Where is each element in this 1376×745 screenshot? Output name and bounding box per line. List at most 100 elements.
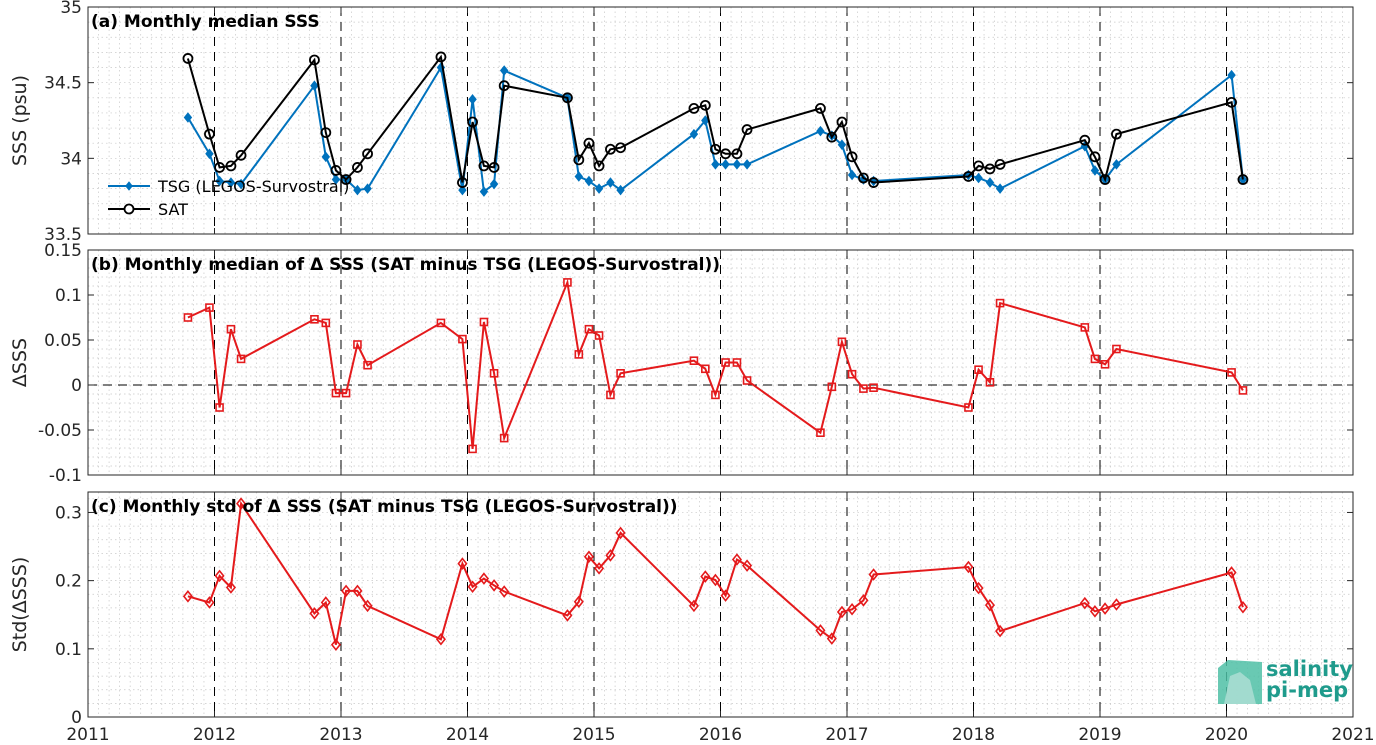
- data-point: [467, 116, 478, 128]
- data-point: [1111, 598, 1122, 611]
- legend-marker: [125, 181, 133, 191]
- data-point: [1226, 96, 1237, 108]
- data-point: [995, 183, 1005, 194]
- data-point: [836, 116, 848, 128]
- data-point: [964, 403, 973, 412]
- data-point: [498, 80, 510, 92]
- data-point: [574, 350, 584, 359]
- data-point: [815, 102, 826, 114]
- data-point: [215, 175, 224, 187]
- data-point: [436, 318, 446, 328]
- data-point: [984, 598, 995, 612]
- data-point: [341, 388, 351, 398]
- data-point: [827, 382, 837, 392]
- panel-title: (c) Monthly std of Δ SSS (SAT minus TSG …: [91, 497, 678, 517]
- data-point: [836, 605, 847, 619]
- data-point: [711, 159, 720, 170]
- y-axis-label: Std(ΔSSS): [9, 557, 31, 653]
- data-point: [1100, 602, 1111, 615]
- data-point: [489, 178, 499, 190]
- y-tick-label: 0.15: [44, 241, 82, 261]
- data-point: [688, 599, 699, 613]
- data-point: [615, 142, 626, 154]
- data-point: [583, 550, 594, 564]
- series-line: [187, 500, 1244, 645]
- data-point: [741, 124, 753, 135]
- data-point: [478, 160, 490, 172]
- data-point: [689, 128, 699, 140]
- data-point: [869, 383, 878, 393]
- data-point: [816, 428, 825, 438]
- data-point: [353, 184, 362, 196]
- data-point: [321, 318, 331, 328]
- data-point: [309, 607, 320, 620]
- data-point: [868, 568, 879, 581]
- data-point: [606, 390, 615, 400]
- data-point: [331, 388, 341, 398]
- data-point: [593, 160, 605, 172]
- data-point: [310, 80, 319, 91]
- panel-1: 33.5 34 34.5 35 SSS (psu) (a) Monthly median …: [9, 0, 1354, 245]
- data-point: [1112, 344, 1121, 354]
- data-point: [320, 127, 332, 139]
- data-point: [699, 99, 711, 111]
- data-point: [182, 53, 194, 64]
- data-point: [847, 169, 857, 181]
- data-point: [499, 585, 510, 598]
- data-point: [330, 165, 342, 176]
- data-point: [489, 579, 500, 592]
- series-2: [182, 51, 1249, 188]
- data-point: [562, 609, 573, 622]
- data-point: [457, 177, 468, 188]
- data-point: [215, 403, 224, 412]
- data-point: [435, 632, 446, 646]
- data-point: [584, 175, 594, 187]
- x-tick-label: 2019: [1078, 725, 1121, 745]
- data-point: [605, 549, 616, 562]
- data-point: [1226, 566, 1237, 579]
- data-point: [479, 317, 489, 327]
- data-point: [616, 368, 625, 378]
- data-point: [563, 278, 572, 287]
- data-point: [1237, 600, 1248, 614]
- x-tick-label: 2015: [572, 725, 615, 745]
- data-point: [183, 313, 193, 322]
- data-point: [995, 624, 1006, 638]
- data-point: [236, 497, 247, 510]
- data-point: [994, 158, 1006, 170]
- data-point: [331, 174, 341, 185]
- data-point: [205, 148, 214, 160]
- data-point: [330, 638, 341, 652]
- logo-line2: pi-mep: [1266, 678, 1348, 702]
- data-point: [720, 148, 731, 160]
- data-point: [858, 594, 869, 607]
- data-point: [583, 137, 595, 149]
- data-point: [721, 358, 730, 367]
- y-axis-label: SSS (psu): [9, 75, 31, 166]
- data-point: [468, 94, 477, 105]
- panel-3: 0 0.1 0.2 0.3 2011 2012 2013 2014 2015 2016 2017 20…: [9, 491, 1375, 745]
- data-point: [594, 562, 605, 575]
- data-point: [815, 624, 826, 637]
- data-point: [363, 360, 372, 370]
- data-point: [353, 340, 362, 349]
- x-tick-label: 2018: [952, 725, 995, 745]
- data-point: [688, 102, 700, 114]
- data-point: [1227, 69, 1236, 81]
- data-point: [457, 557, 468, 570]
- grid-lines: [88, 249, 1353, 476]
- x-tick-label: 2012: [193, 725, 236, 745]
- data-point: [573, 154, 585, 166]
- data-point: [1111, 128, 1122, 140]
- data-point: [615, 526, 626, 540]
- y-tick-label: 35: [60, 0, 82, 18]
- data-point: [488, 162, 500, 173]
- data-point: [605, 143, 616, 155]
- data-point: [742, 559, 753, 572]
- data-point: [710, 573, 721, 587]
- data-point: [826, 632, 837, 645]
- data-point: [742, 159, 752, 170]
- x-tick-label: 2021: [1331, 725, 1374, 745]
- data-point: [816, 125, 825, 137]
